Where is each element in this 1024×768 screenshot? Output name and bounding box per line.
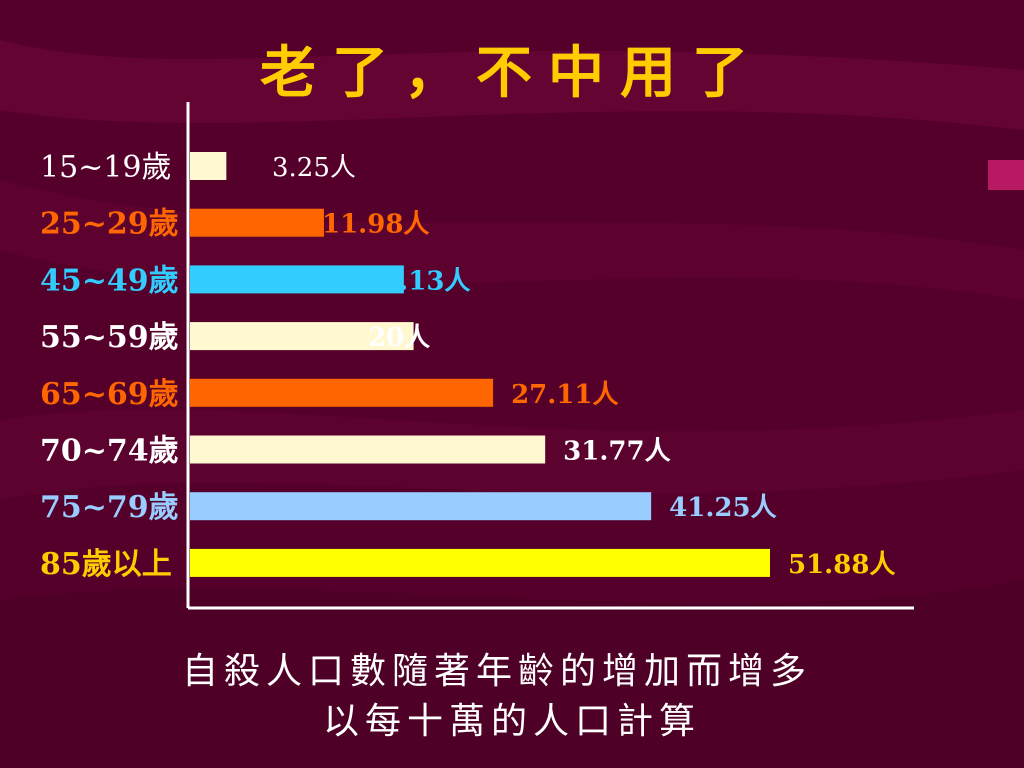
chart-value-label: 31.77人 [563, 437, 670, 467]
slide-title: 老了，不中用了 [260, 40, 764, 106]
chart-category-label: 15~19歲 [40, 150, 171, 185]
chart-category-label: 65~69歲 [40, 377, 179, 412]
chart-category-label: 45~49歲 [40, 263, 179, 298]
chart-bar [190, 492, 652, 521]
chart-value-label: 41.25人 [669, 493, 776, 523]
chart-category-label: 55~59歲 [40, 320, 179, 355]
chart-bar [190, 435, 546, 464]
chart-value-label: 3.25人 [272, 153, 356, 183]
chart-value-label: 19.13人 [363, 266, 470, 296]
chart-category-label: 75~79歲 [40, 490, 179, 525]
chart-value-label: 51.88人 [788, 550, 895, 580]
chart-bar [190, 265, 404, 294]
chart-bar [190, 378, 494, 407]
chart-caption-line-2: 以每十萬的人口計算 [322, 701, 701, 742]
chart-value-label: 27.11人 [511, 380, 618, 410]
chart-category-label: 85歲以上 [40, 547, 172, 582]
chart-bar [190, 152, 227, 180]
chart-value-label: 11.98人 [322, 210, 429, 240]
chart-bar [190, 548, 770, 577]
chart-bar [190, 322, 414, 351]
chart-bar [190, 208, 324, 237]
chart-caption-line-1: 自殺人口數隨著年齡的增加而增多 [181, 651, 812, 692]
chart-category-label: 25~29歲 [40, 207, 179, 242]
chart-category-label: 70~74歲 [40, 434, 179, 469]
chart-value-label: 20人 [368, 323, 430, 353]
